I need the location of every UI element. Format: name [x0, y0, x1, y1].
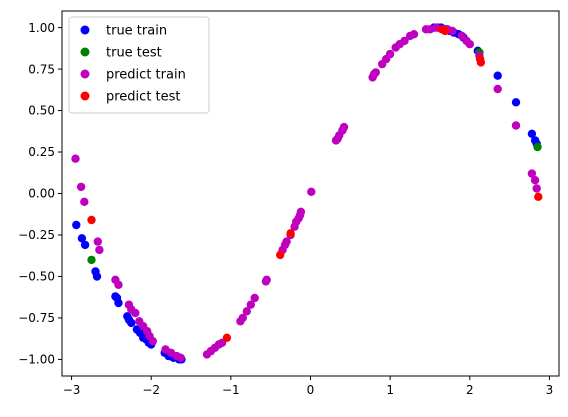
legend-label: predict test — [106, 90, 181, 105]
data-point — [80, 197, 89, 206]
data-point — [530, 176, 540, 185]
legend-label: true test — [106, 46, 162, 61]
y-tick-label: 0.50 — [28, 104, 55, 118]
data-point — [448, 26, 457, 36]
x-tick-label: 0 — [307, 383, 315, 397]
data-point — [72, 220, 81, 230]
data-point — [425, 25, 435, 34]
x-tick-label: −2 — [142, 383, 160, 397]
x-tick-label: −3 — [63, 383, 81, 397]
data-point — [176, 353, 185, 362]
series-predict-test — [87, 25, 543, 342]
y-tick-label: 0.00 — [28, 187, 55, 201]
x-tick-label: −1 — [222, 383, 240, 397]
data-point — [385, 49, 395, 59]
data-point — [371, 68, 380, 77]
data-point — [527, 169, 537, 178]
data-point — [307, 187, 316, 196]
data-point — [92, 272, 102, 281]
y-tick-label: −0.25 — [18, 228, 55, 242]
data-point — [527, 129, 537, 138]
data-point — [440, 26, 450, 36]
data-point — [131, 308, 140, 318]
data-point — [93, 237, 103, 246]
data-point — [246, 300, 255, 309]
y-tick-label: 0.25 — [28, 145, 55, 159]
y-axis: −1.00 −0.75 −0.50 −0.25 0.00 0.25 0.50 0.75 1.00 — [18, 21, 62, 367]
data-point — [77, 234, 87, 243]
data-point — [493, 84, 502, 94]
data-point — [71, 154, 80, 163]
data-point — [114, 298, 123, 308]
data-point — [296, 207, 306, 216]
data-point — [87, 215, 96, 225]
y-tick-label: −0.50 — [18, 270, 55, 284]
data-point — [282, 237, 291, 246]
data-point — [532, 184, 541, 193]
x-tick-label: 2 — [466, 383, 474, 397]
x-tick-label: 3 — [546, 383, 554, 397]
legend-label: predict train — [106, 68, 186, 83]
data-point — [409, 30, 419, 39]
data-point — [76, 182, 86, 192]
data-point — [148, 337, 157, 346]
legend-marker — [80, 91, 90, 101]
legend: true train true test predict train predict … — [68, 16, 210, 114]
legend-label: true train — [106, 24, 167, 39]
data-point — [114, 280, 123, 289]
y-tick-label: 1.00 — [28, 21, 55, 35]
data-point — [250, 293, 259, 303]
data-point — [511, 121, 521, 130]
data-point — [95, 245, 104, 255]
data-point — [276, 250, 285, 260]
data-point — [262, 275, 271, 284]
legend-box — [68, 16, 210, 114]
legend-marker — [80, 47, 90, 57]
data-point — [465, 40, 474, 49]
data-point — [533, 142, 542, 152]
data-point — [400, 36, 409, 46]
legend-marker — [80, 69, 90, 79]
data-point — [238, 313, 247, 323]
data-point — [339, 122, 349, 132]
x-tick-label: 1 — [386, 383, 394, 397]
legend-marker — [80, 25, 90, 35]
x-axis: −3 −2 −1 0 1 2 3 — [63, 376, 554, 397]
data-point — [493, 71, 502, 80]
data-point — [87, 255, 96, 265]
data-point — [242, 307, 251, 316]
y-tick-label: 0.75 — [28, 62, 55, 76]
data-point — [222, 333, 232, 342]
data-point — [286, 229, 295, 238]
data-point — [127, 318, 136, 328]
data-point — [511, 98, 521, 107]
points-layer — [71, 23, 543, 364]
data-point — [476, 58, 486, 67]
y-tick-label: −0.75 — [18, 311, 55, 325]
data-point — [80, 240, 90, 250]
data-point — [534, 192, 543, 201]
y-tick-label: −1.00 — [18, 353, 55, 367]
